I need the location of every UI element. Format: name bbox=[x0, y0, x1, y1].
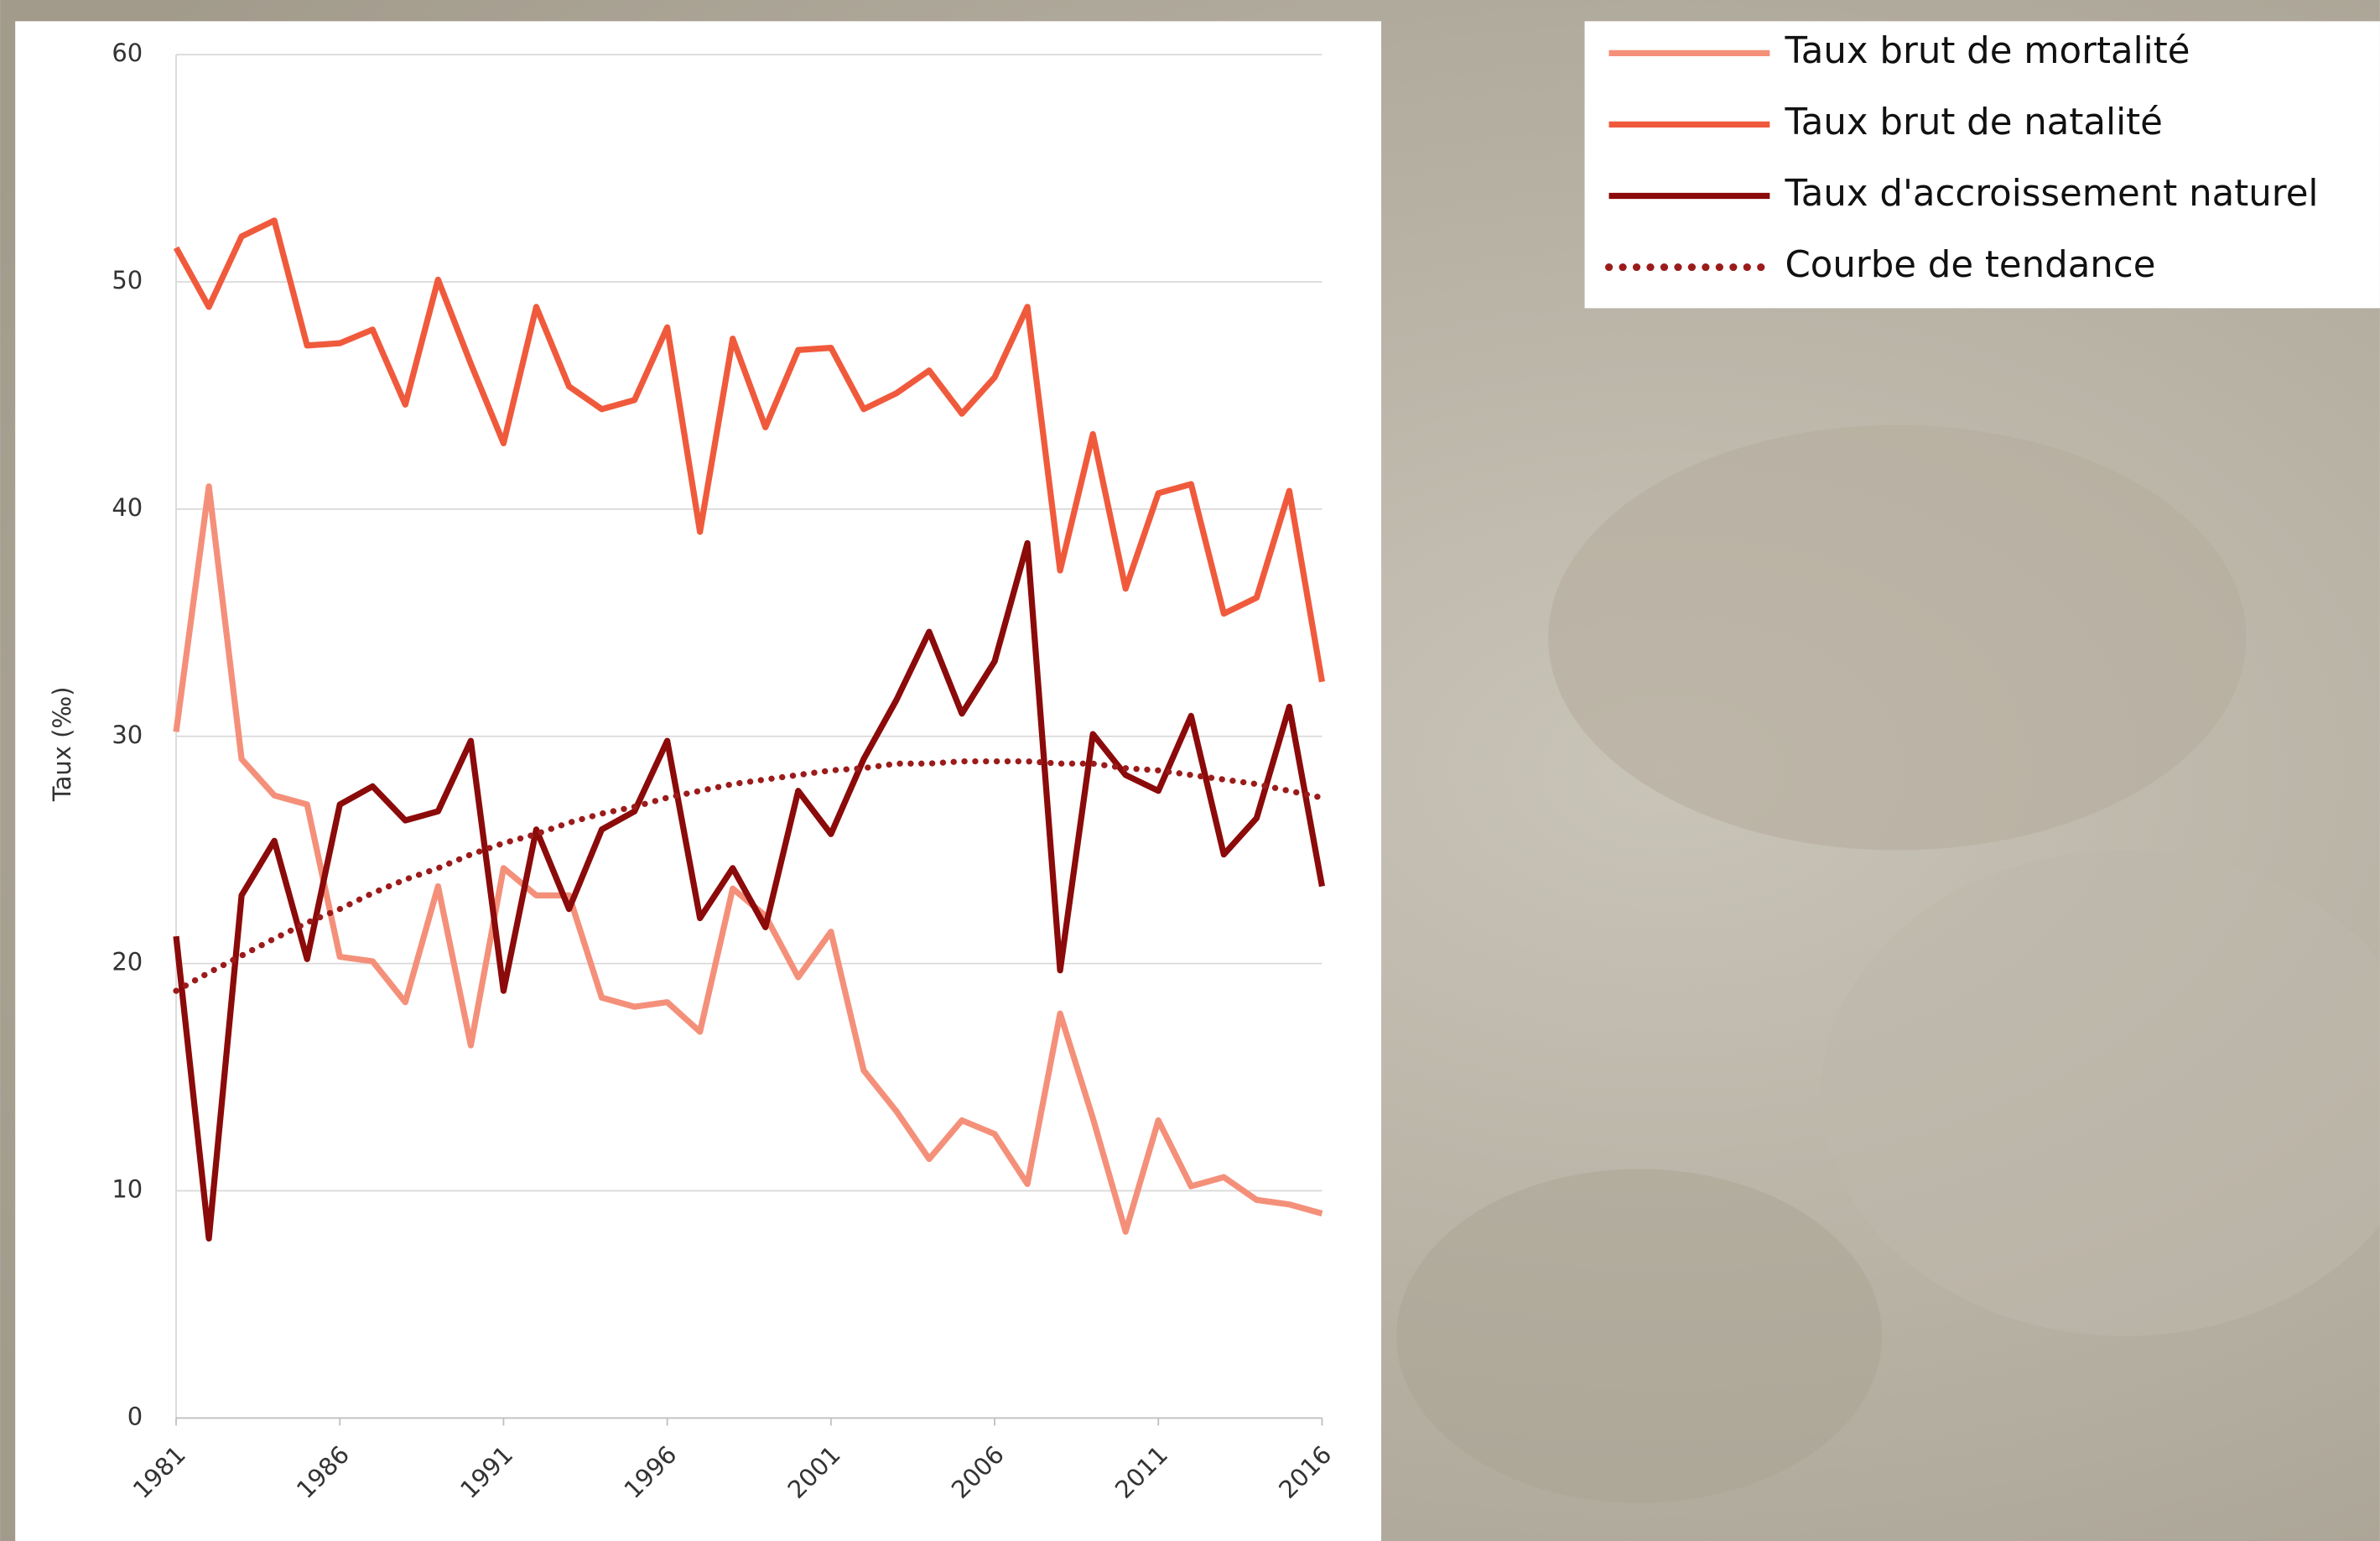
legend-label: Taux d'accroissement naturel bbox=[1784, 173, 2318, 215]
y-tick-label: 10 bbox=[112, 1175, 143, 1204]
y-tick-label: 20 bbox=[112, 948, 143, 976]
y-tick-label: 60 bbox=[112, 39, 143, 67]
series-line bbox=[173, 217, 1326, 683]
y-tick-label: 50 bbox=[112, 266, 143, 294]
y-tick-label: 40 bbox=[112, 493, 143, 522]
series-line bbox=[173, 757, 1326, 994]
y-tick-label: 0 bbox=[127, 1402, 143, 1430]
y-tick-label: 30 bbox=[112, 721, 143, 749]
plot-panel bbox=[15, 21, 1382, 1541]
legend-label: Courbe de tendance bbox=[1785, 244, 2155, 286]
y-axis-label: Taux (‰) bbox=[48, 686, 76, 802]
background-rock bbox=[1396, 1169, 1883, 1503]
background-rock bbox=[1821, 850, 2380, 1336]
legend-label: Taux brut de mortalité bbox=[1784, 30, 2190, 72]
legend-label: Taux brut de natalité bbox=[1784, 102, 2162, 143]
background-rock bbox=[1548, 424, 2247, 851]
series-line bbox=[173, 539, 1326, 1242]
legend-box bbox=[1584, 21, 2380, 309]
